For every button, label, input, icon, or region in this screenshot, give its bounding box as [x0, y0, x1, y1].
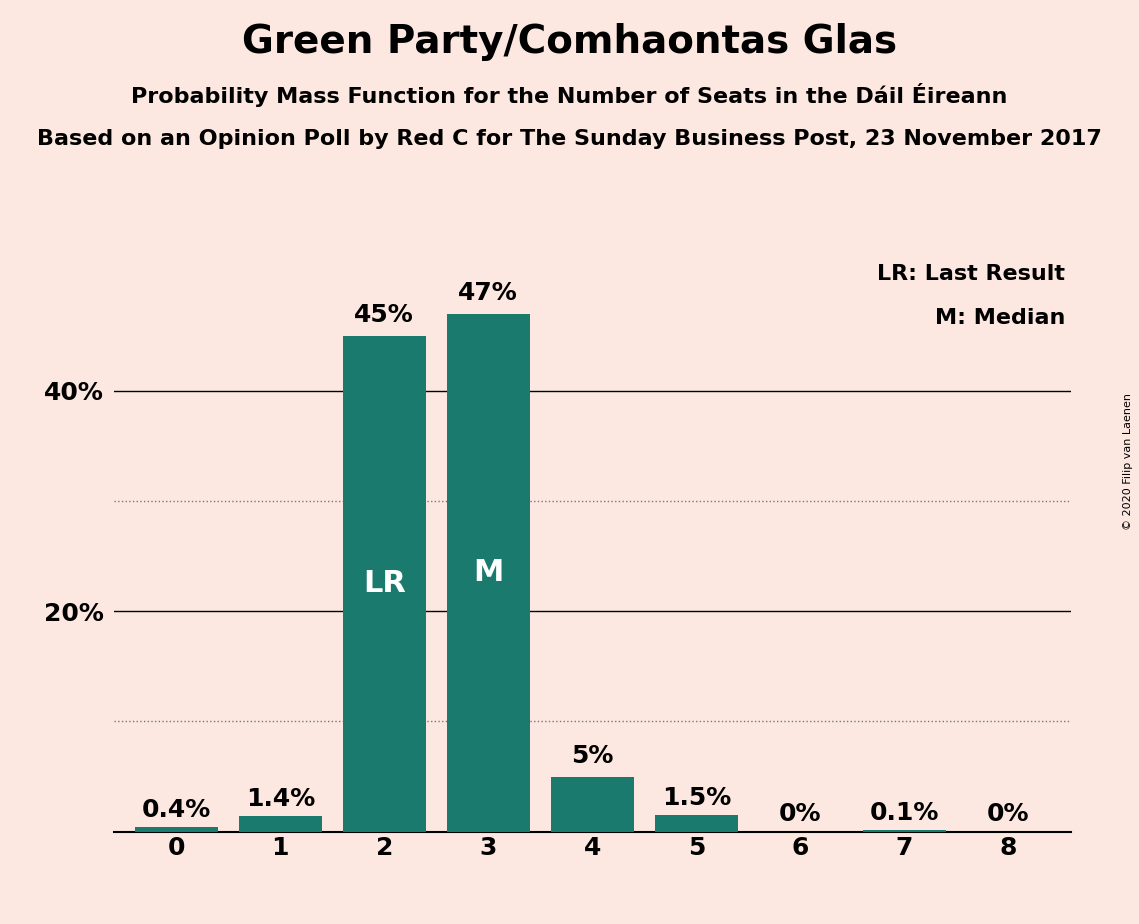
- Text: 5%: 5%: [571, 744, 614, 768]
- Bar: [446, 314, 530, 832]
- Text: 0%: 0%: [988, 802, 1030, 826]
- Text: 47%: 47%: [458, 281, 518, 305]
- Bar: [550, 776, 634, 832]
- Text: 0.1%: 0.1%: [869, 801, 939, 825]
- Text: 1.5%: 1.5%: [662, 785, 731, 809]
- Text: 0%: 0%: [779, 802, 821, 826]
- Text: Based on an Opinion Poll by Red C for The Sunday Business Post, 23 November 2017: Based on an Opinion Poll by Red C for Th…: [38, 129, 1101, 150]
- Text: M: M: [473, 558, 503, 588]
- Bar: [134, 827, 218, 832]
- Text: 45%: 45%: [354, 303, 415, 327]
- Text: LR: Last Result: LR: Last Result: [877, 264, 1065, 285]
- Text: © 2020 Filip van Laenen: © 2020 Filip van Laenen: [1123, 394, 1132, 530]
- Bar: [655, 815, 738, 832]
- Bar: [343, 335, 426, 832]
- Text: Probability Mass Function for the Number of Seats in the Dáil Éireann: Probability Mass Function for the Number…: [131, 83, 1008, 107]
- Text: LR: LR: [363, 569, 405, 598]
- Text: 1.4%: 1.4%: [246, 786, 314, 810]
- Bar: [239, 816, 322, 832]
- Bar: [862, 831, 945, 832]
- Text: M: Median: M: Median: [935, 309, 1065, 328]
- Text: Green Party/Comhaontas Glas: Green Party/Comhaontas Glas: [241, 23, 898, 61]
- Text: 0.4%: 0.4%: [141, 797, 211, 821]
